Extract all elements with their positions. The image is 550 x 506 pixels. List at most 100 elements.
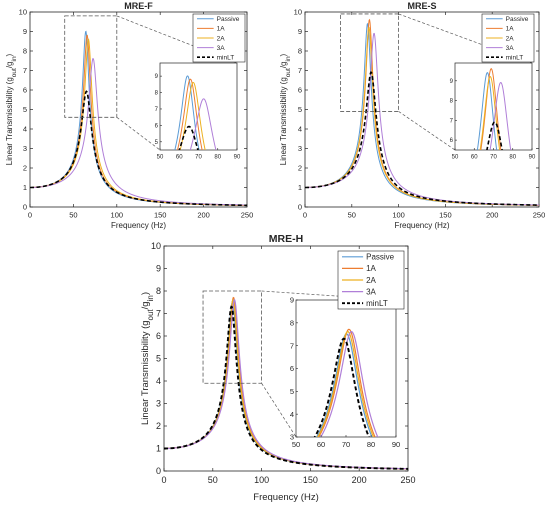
y-tick-label: 8 bbox=[23, 47, 27, 56]
inset-series-line-2a bbox=[317, 331, 375, 437]
zoom-connector bbox=[116, 117, 161, 151]
y-tick-label: 6 bbox=[156, 331, 161, 341]
y-tick-label: 9 bbox=[23, 27, 27, 36]
legend-label-passive: Passive bbox=[366, 253, 395, 262]
x-tick-label: 100 bbox=[392, 211, 405, 220]
inset-axes: 50 60 70 80 90 5 6 7 8 9 bbox=[155, 62, 241, 161]
x-tick-label: 150 bbox=[303, 475, 318, 485]
legend-label-3a: 3A bbox=[217, 45, 226, 52]
x-tick-label: 250 bbox=[241, 211, 254, 220]
legend-label-2a: 2A bbox=[506, 35, 515, 42]
inset-y-tick-label: 8 bbox=[450, 99, 454, 105]
inset-series-group bbox=[174, 75, 217, 150]
series-line-minlt bbox=[30, 90, 247, 207]
inset-axes: 50 60 70 80 90 3 4 5 6 7 8 9 bbox=[290, 296, 400, 449]
inset-series-line-3a bbox=[320, 330, 379, 437]
y-tick-label: 0 bbox=[298, 203, 302, 212]
inset-y-tick-label: 9 bbox=[450, 79, 454, 85]
zoom-connector bbox=[398, 13, 533, 64]
inset-x-tick-label: 90 bbox=[529, 155, 536, 161]
inset-y-tick-label: 5 bbox=[290, 387, 294, 396]
inset-y-tick-label: 7 bbox=[290, 341, 294, 350]
y-tick-label: 4 bbox=[156, 376, 161, 386]
x-tick-label: 250 bbox=[533, 211, 546, 220]
zoom-window bbox=[64, 15, 118, 118]
inset-y-tick-label: 6 bbox=[290, 364, 294, 373]
inset-x-tick-label: 60 bbox=[176, 155, 183, 161]
series-line-minlt bbox=[305, 71, 539, 206]
inset-x-tick-label: 60 bbox=[471, 155, 478, 161]
y-tick-label: 9 bbox=[156, 264, 161, 274]
inset-y-tick-label: 8 bbox=[290, 318, 294, 327]
chart-title: MRE-F bbox=[124, 1, 153, 11]
inset-x-tick-label: 70 bbox=[195, 155, 202, 161]
y-tick-label: 1 bbox=[298, 183, 302, 192]
legend: Passive 1A 2A 3A minLT bbox=[337, 250, 405, 310]
inset-y-tick-label: 7 bbox=[450, 118, 454, 124]
y-tick-label: 4 bbox=[23, 125, 27, 134]
y-tick-label: 9 bbox=[298, 27, 302, 36]
x-tick-label: 200 bbox=[197, 211, 210, 220]
y-tick-label: 0 bbox=[23, 203, 27, 212]
inset-x-tick-label: 80 bbox=[214, 155, 221, 161]
inset-x-tick-label: 50 bbox=[452, 155, 459, 161]
inset-plot-area bbox=[295, 299, 397, 438]
legend: Passive 1A 2A 3A minLT bbox=[481, 13, 535, 63]
y-tick-label: 8 bbox=[298, 47, 302, 56]
chart-mre-f: MRE-F 0 50 100 150 200 250 0 1 2 3 4 5 6 7 8 9 10 Frequenc… bbox=[5, 1, 253, 230]
zoom-connector bbox=[261, 383, 297, 438]
y-tick-label: 1 bbox=[156, 444, 161, 454]
x-tick-label: 0 bbox=[303, 211, 307, 220]
y-axis-label: Linear Transmissibility (gout/gin) bbox=[279, 53, 292, 165]
inset-series-group bbox=[313, 328, 379, 437]
legend-label-3a: 3A bbox=[506, 45, 515, 52]
zoom-window bbox=[202, 290, 262, 384]
inset-series-line-passive bbox=[476, 72, 498, 150]
inset-series-line-3a bbox=[189, 98, 217, 150]
x-tick-label: 250 bbox=[400, 475, 415, 485]
y-tick-label: 5 bbox=[156, 354, 161, 364]
x-tick-label: 200 bbox=[352, 475, 367, 485]
inset-x-tick-label: 60 bbox=[317, 440, 325, 449]
legend-label-minlt: minLT bbox=[217, 54, 235, 61]
legend-label-2a: 2A bbox=[217, 35, 226, 42]
chart-mre-s: MRE-S 0 50 100 150 200 250 0 1 2 3 4 5 6 7 8 9 10 Frequenc… bbox=[279, 1, 546, 230]
x-tick-label: 200 bbox=[486, 211, 499, 220]
legend-label-passive: Passive bbox=[217, 16, 240, 23]
x-axis-label: Frequency (Hz) bbox=[394, 221, 449, 230]
series-line-3a bbox=[30, 57, 247, 206]
y-tick-label: 7 bbox=[156, 309, 161, 319]
y-tick-label: 2 bbox=[156, 421, 161, 431]
y-tick-label: 3 bbox=[156, 399, 161, 409]
legend-label-1a: 1A bbox=[217, 26, 226, 33]
inset-y-tick-label: 4 bbox=[290, 410, 294, 419]
inset-y-tick-label: 6 bbox=[450, 138, 454, 144]
inset-x-tick-label: 70 bbox=[342, 440, 350, 449]
inset-y-tick-label: 9 bbox=[290, 296, 294, 305]
y-tick-label: 7 bbox=[298, 66, 302, 75]
series-group bbox=[30, 30, 247, 207]
x-tick-label: 50 bbox=[208, 475, 218, 485]
inset-series-line-passive bbox=[174, 75, 200, 150]
legend-label-3a: 3A bbox=[366, 287, 376, 296]
legend-label-1a: 1A bbox=[366, 264, 376, 273]
y-tick-label: 1 bbox=[23, 183, 27, 192]
y-tick-label: 10 bbox=[294, 8, 302, 17]
x-tick-label: 100 bbox=[254, 475, 269, 485]
x-tick-label: 150 bbox=[154, 211, 167, 220]
inset-x-tick-label: 50 bbox=[157, 155, 164, 161]
inset-series-line-1a bbox=[480, 68, 502, 150]
y-tick-label: 4 bbox=[298, 125, 302, 134]
inset-y-tick-label: 8 bbox=[155, 91, 159, 97]
y-tick-label: 6 bbox=[23, 86, 27, 95]
inset-y-tick-label: 3 bbox=[290, 433, 294, 442]
inset-series-line-2a bbox=[479, 76, 501, 150]
chart-title: MRE-H bbox=[269, 233, 303, 245]
inset-x-tick-label: 90 bbox=[392, 440, 400, 449]
x-tick-label: 0 bbox=[28, 211, 32, 220]
y-tick-label: 3 bbox=[298, 144, 302, 153]
x-tick-label: 100 bbox=[111, 211, 124, 220]
zoom-connector bbox=[398, 111, 456, 151]
legend-label-minlt: minLT bbox=[366, 299, 388, 308]
inset-x-tick-label: 80 bbox=[509, 155, 516, 161]
